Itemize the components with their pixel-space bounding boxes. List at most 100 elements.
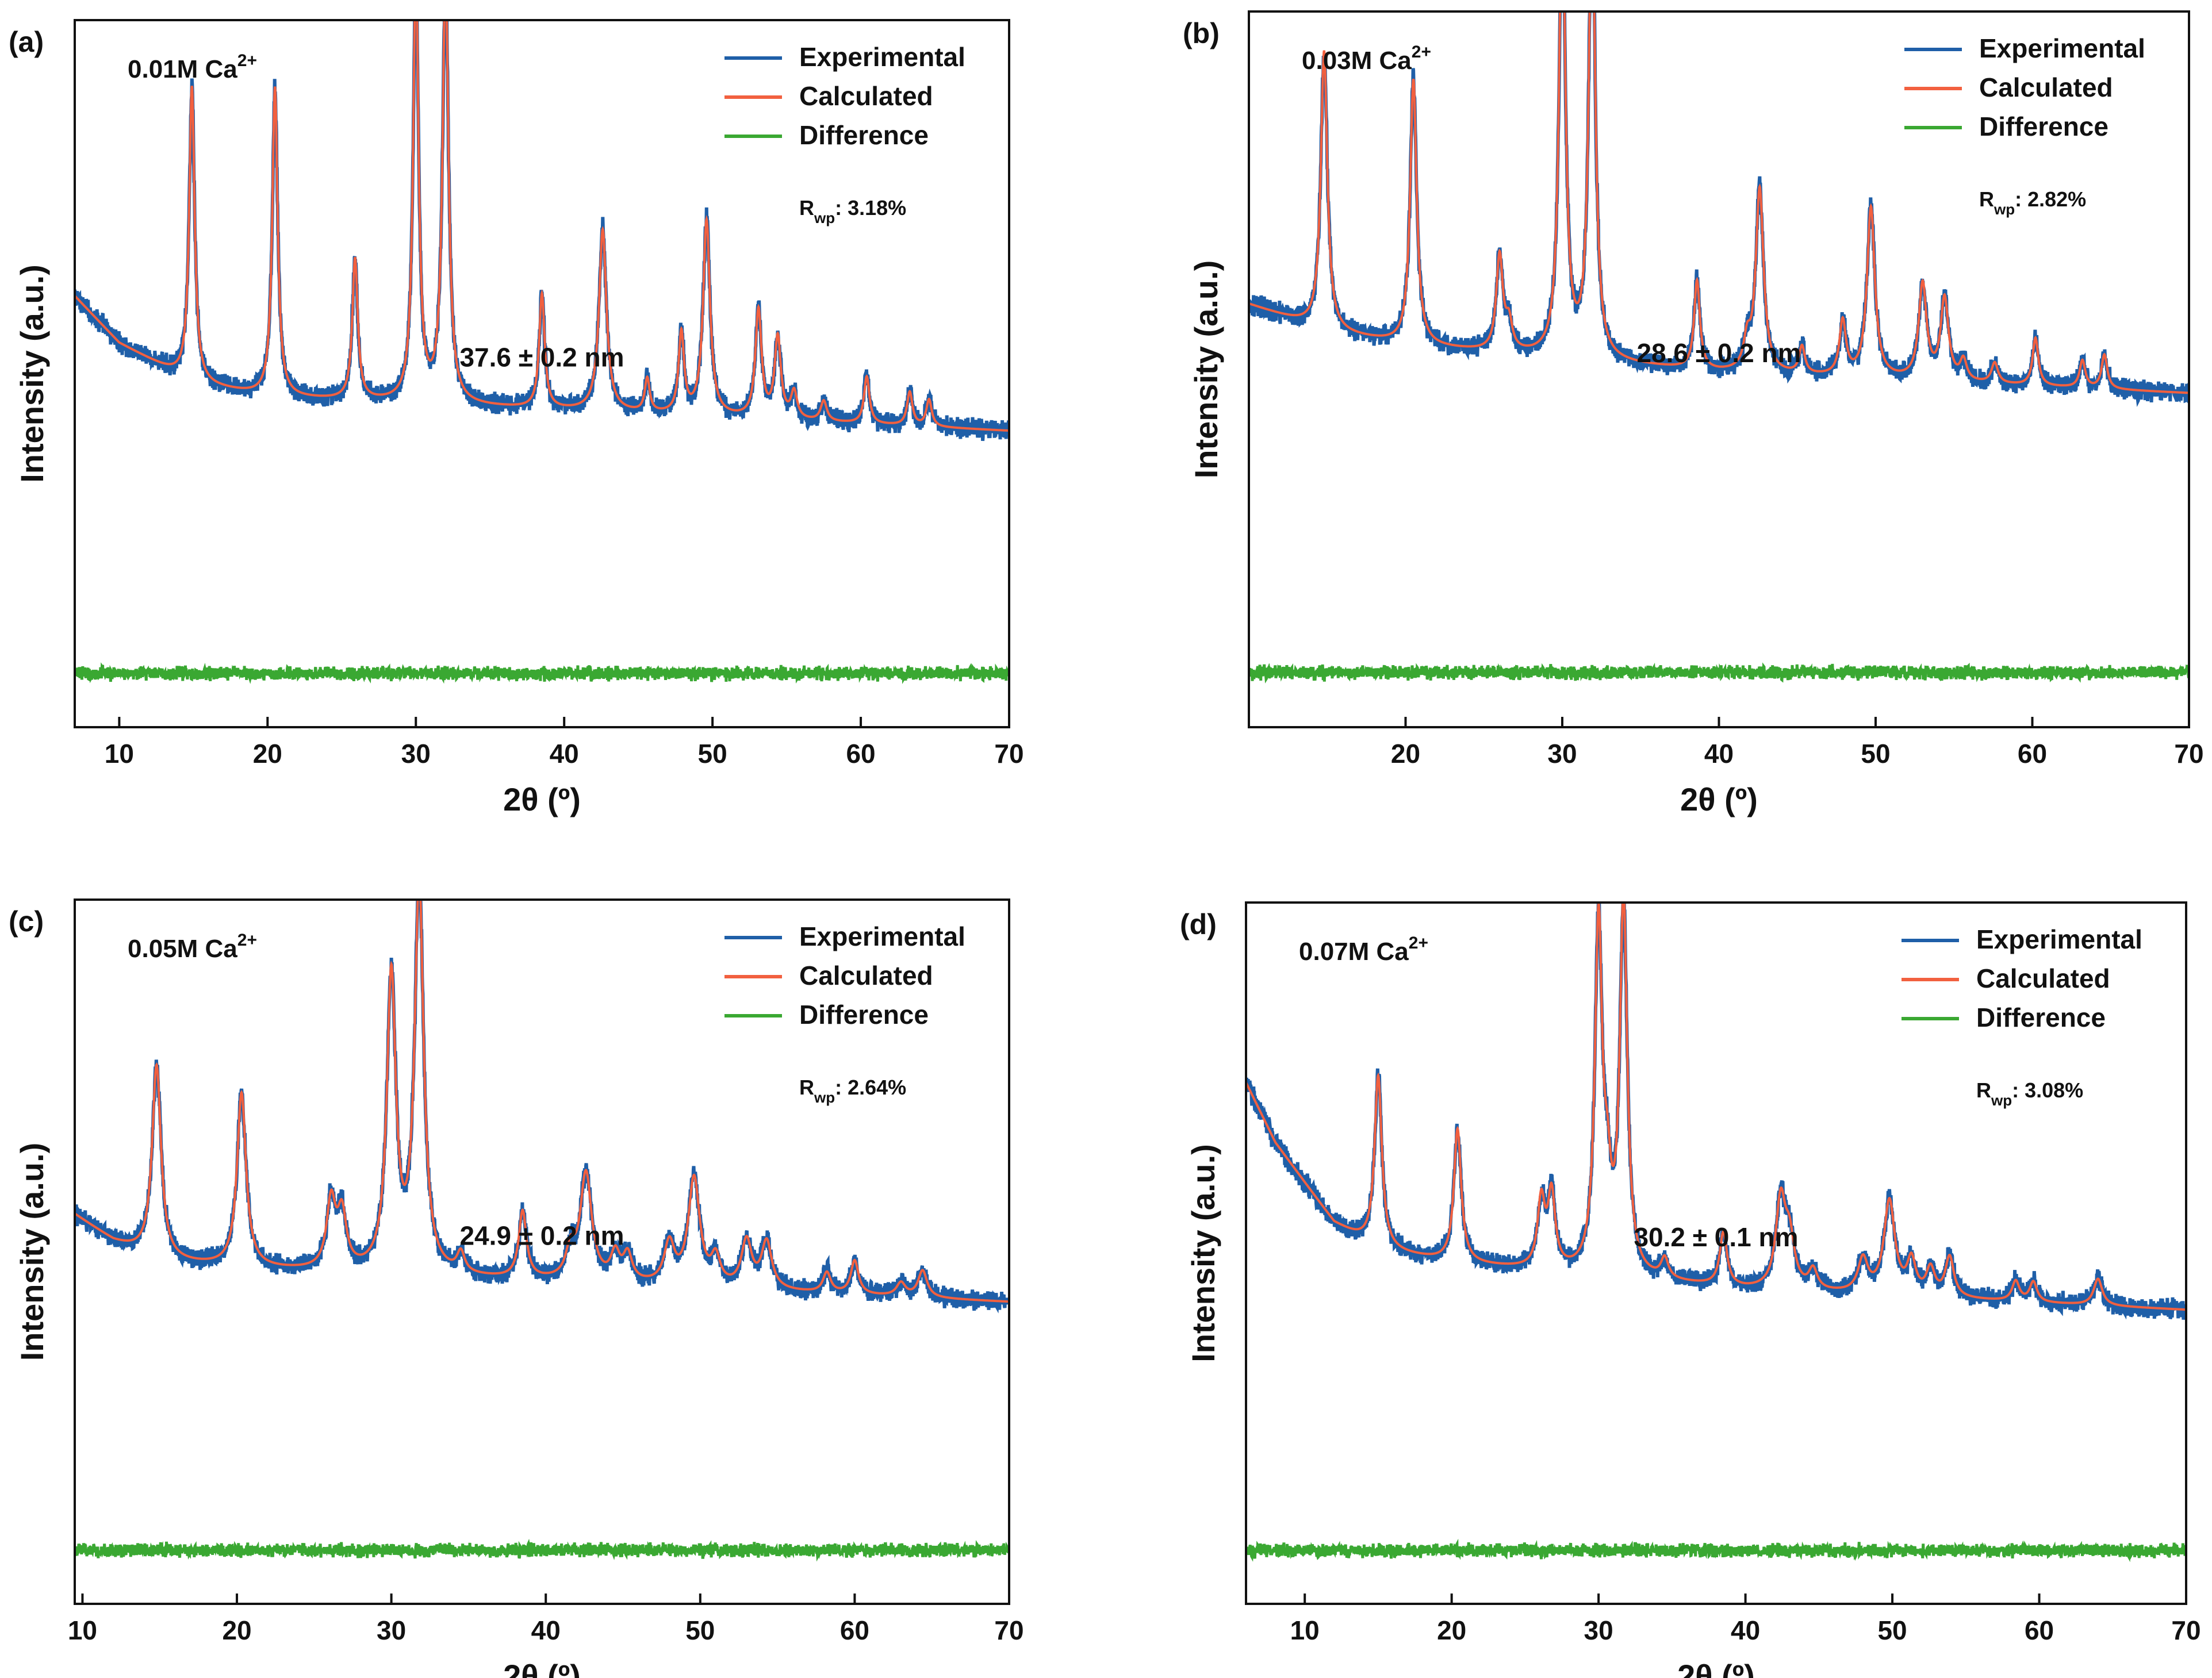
plot-frame (74, 898, 1010, 1605)
x-tick-label: 50 (698, 739, 727, 769)
legend-experimental-label: Experimental (799, 42, 965, 72)
rwp-prefix: R (799, 196, 814, 220)
x-tick-label: 60 (2018, 739, 2047, 769)
rwp-subscript: wp (814, 209, 835, 226)
x-tick-label: 10 (68, 1615, 97, 1645)
rwp-prefix: R (1976, 1078, 1991, 1102)
crystallite-size-label: 28.6 ± 0.2 nm (1636, 338, 1801, 368)
calculated-line (1249, 11, 2189, 394)
concentration-text: 0.05M Ca (128, 935, 237, 963)
x-tick-label: 10 (105, 739, 134, 769)
x-tick-label: 70 (994, 1615, 1023, 1645)
concentration-label: 0.01M Ca2+ (128, 51, 257, 83)
crystallite-size-label: 30.2 ± 0.1 nm (1634, 1222, 1798, 1252)
x-tick-label: 30 (1547, 739, 1577, 769)
legend-calculated-label: Calculated (1976, 963, 2110, 993)
concentration-text: 0.07M Ca (1299, 938, 1409, 966)
x-tick-label: 50 (1877, 1615, 1907, 1645)
legend-difference-label: Difference (1976, 1003, 2106, 1032)
legend-calculated-label: Calculated (799, 961, 933, 990)
series-group (1246, 903, 2186, 1562)
x-tick-label: 30 (377, 1615, 406, 1645)
y-axis-label: Intensity (a.u.) (14, 1143, 50, 1361)
y-axis-label: Intensity (a.u.) (1185, 1144, 1221, 1362)
x-tick-label: 20 (253, 739, 282, 769)
legend-difference-label: Difference (799, 1000, 929, 1030)
concentration-text: 0.03M Ca (1302, 47, 1412, 75)
rwp-value: : 3.18% (835, 196, 906, 220)
legend-difference-label: Difference (799, 120, 929, 150)
x-tick-label: 20 (222, 1615, 251, 1645)
rwp-label: Rwp: 3.18% (799, 196, 906, 226)
x-tick-label: 40 (1731, 1615, 1760, 1645)
x-tick-label: 70 (994, 739, 1023, 769)
x-tick-label: 60 (2025, 1615, 2054, 1645)
panel-label: (d) (1180, 908, 1217, 940)
legend-experimental-label: Experimental (799, 921, 965, 951)
x-tick-label: 20 (1391, 739, 1420, 769)
x-axis-label: 2θ (º) (1680, 781, 1758, 817)
concentration-superscript: 2+ (1412, 43, 1431, 62)
legend-calculated-label: Calculated (1979, 72, 2113, 102)
x-tick-label: 40 (550, 739, 579, 769)
calculated-line (1246, 903, 2186, 1311)
legend-experimental-label: Experimental (1979, 33, 2145, 63)
difference-line (1246, 1538, 2186, 1562)
x-tick-label: 60 (840, 1615, 869, 1645)
concentration-label: 0.07M Ca2+ (1299, 934, 1428, 966)
rwp-value: : 3.08% (2012, 1078, 2083, 1102)
x-tick-label: 10 (1290, 1615, 1320, 1645)
rwp-label: Rwp: 2.82% (1979, 187, 2086, 218)
difference-line (75, 662, 1009, 684)
x-tick-label: 50 (685, 1615, 715, 1645)
rwp-label: Rwp: 2.64% (799, 1076, 906, 1106)
panel-label: (a) (9, 26, 44, 58)
series-group (1249, 11, 2189, 684)
x-tick-label: 70 (2171, 1615, 2201, 1645)
x-tick-label: 70 (2174, 739, 2203, 769)
legend-experimental-label: Experimental (1976, 924, 2142, 954)
concentration-label: 0.03M Ca2+ (1302, 43, 1431, 75)
rwp-subscript: wp (1991, 1092, 2012, 1109)
concentration-superscript: 2+ (1409, 934, 1428, 953)
x-tick-label: 40 (531, 1615, 561, 1645)
panel-c: 10 20 30 40 50 60 70 2θ (º) Intensity (a.u.) (c) 0… (9, 898, 1024, 1678)
x-axis-label: 2θ (º) (503, 1658, 581, 1678)
series-group (75, 900, 1009, 1562)
crystallite-size-label: 24.9 ± 0.2 nm (459, 1220, 624, 1250)
rwp-prefix: R (799, 1076, 814, 1099)
x-tick-label: 60 (846, 739, 875, 769)
series-group (75, 20, 1009, 684)
panel-d: 10 20 30 40 50 60 70 2θ (º) Intensity (a.u.) (d) 0… (1180, 901, 2201, 1678)
concentration-text: 0.01M Ca (128, 55, 237, 83)
y-axis-label: Intensity (a.u.) (1188, 260, 1224, 479)
x-tick-label: 50 (1861, 739, 1890, 769)
legend-calculated-label: Calculated (799, 81, 933, 111)
rwp-subscript: wp (1994, 201, 2015, 218)
rwp-value: : 2.82% (2015, 187, 2086, 211)
rwp-label: Rwp: 3.08% (1976, 1078, 2083, 1109)
plot-frame (74, 19, 1010, 728)
panel-a: 10 20 30 40 50 60 70 2θ (º) Intensity (a.u.) (a) 0… (9, 19, 1024, 817)
x-axis-label: 2θ (º) (503, 781, 581, 817)
panel-label: (c) (9, 905, 44, 938)
x-tick-label: 40 (1704, 739, 1734, 769)
x-tick-label: 30 (401, 739, 431, 769)
plot-frame (1245, 901, 2187, 1605)
difference-line (1249, 662, 2189, 684)
x-tick-label: 30 (1584, 1615, 1613, 1645)
concentration-superscript: 2+ (237, 931, 257, 950)
panel-label: (b) (1183, 17, 1220, 49)
rwp-prefix: R (1979, 187, 1994, 211)
rwp-value: : 2.64% (835, 1076, 906, 1099)
legend-difference-label: Difference (1979, 112, 2109, 141)
concentration-superscript: 2+ (237, 51, 257, 70)
y-axis-label: Intensity (a.u.) (14, 264, 50, 483)
crystallite-size-label: 37.6 ± 0.2 nm (459, 343, 624, 373)
calculated-line (75, 900, 1009, 1303)
rwp-subscript: wp (814, 1089, 835, 1106)
difference-line (75, 1538, 1009, 1562)
x-axis-label: 2θ (º) (1677, 1658, 1755, 1678)
